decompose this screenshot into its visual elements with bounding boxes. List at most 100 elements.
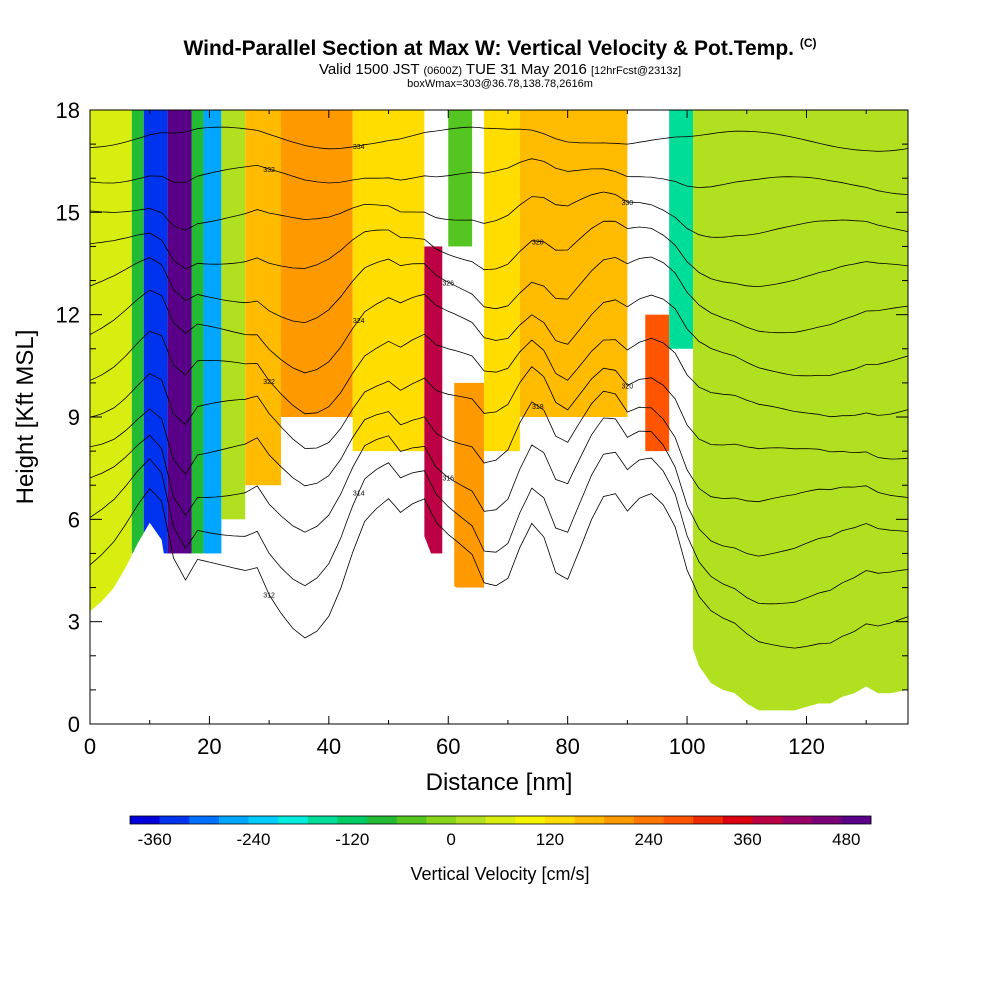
colorbar-swatch-13 (515, 816, 546, 824)
velocity-cell-8 (281, 110, 353, 417)
valid-time: Valid 1500 JST (318, 61, 420, 78)
theta-contour-10 (90, 158, 908, 195)
velocity-cell-10 (424, 246, 443, 554)
theta-label-2: 316 (442, 476, 454, 483)
theta-contour-4 (90, 366, 908, 460)
velocity-cell-7 (245, 110, 282, 486)
theta-contour-9 (90, 191, 908, 238)
forecast-info: [12hrFcst@2313z] (590, 65, 682, 77)
velocity-cell-5 (203, 110, 222, 554)
velocity-cell-16 (669, 110, 694, 349)
colorbar-tick-label-7: 480 (832, 830, 860, 849)
y-tick-label-12: 12 (56, 303, 80, 328)
colorbar-tick-label-5: 240 (635, 830, 663, 849)
valid-zulu: (0600Z) (423, 65, 462, 77)
x-tick-label-100: 100 (669, 734, 706, 759)
colorbar-swatch-22 (782, 816, 813, 824)
theta-label-9: 330 (622, 200, 634, 207)
theta-contour-6 (90, 289, 908, 377)
colorbar-swatch-11 (456, 816, 486, 824)
theta-contour-5 (90, 330, 908, 418)
theta-label-7: 326 (442, 280, 454, 287)
velocity-cell-2 (143, 110, 168, 554)
colorbar-swatch-3 (218, 816, 249, 824)
velocity-cell-13 (484, 110, 520, 452)
y-tick-label-6: 6 (68, 507, 80, 532)
theta-label-0: 312 (263, 593, 275, 600)
x-tick-label-80: 80 (555, 734, 579, 759)
theta-contours: 312 314 316 318 320 322 324 326 328 330 332 334 (90, 126, 908, 649)
colorbar-swatch-4 (248, 816, 279, 824)
chart-title: Wind-Parallel Section at Max W: Vertical… (0, 36, 1000, 61)
x-tick-label-60: 60 (436, 734, 460, 759)
colorbar-swatch-16 (604, 816, 635, 824)
theta-label-10: 332 (263, 167, 275, 174)
chart-title-text: Wind-Parallel Section at Max W: Vertical… (183, 37, 794, 60)
colorbar-swatch-23 (811, 816, 842, 824)
colorbar-swatch-5 (278, 816, 309, 824)
velocity-cell-6 (221, 110, 246, 520)
colorbar-tick-label-6: 360 (733, 830, 761, 849)
theta-contour-7 (90, 256, 908, 334)
colorbar-swatch-7 (337, 816, 368, 824)
colorbar-label: Vertical Velocity [cm/s] (410, 864, 589, 884)
theta-label-4: 320 (622, 383, 634, 390)
theta-label-3: 318 (532, 404, 544, 411)
theta-label-6: 324 (353, 318, 365, 325)
colorbar-tick-label-3: 0 (446, 830, 455, 849)
theta-contour-1 (90, 451, 908, 605)
velocity-cell-14 (519, 110, 628, 417)
y-tick-label-3: 3 (68, 610, 80, 635)
colorbar-frame (129, 815, 872, 825)
theta-contour-8 (90, 220, 908, 288)
velocity-cell-9 (352, 110, 425, 452)
colorbar-swatch-12 (485, 816, 516, 824)
colorbar-swatch-21 (752, 816, 783, 824)
chart-subtitle: Valid 1500 JST (0600Z) TUE 31 May 2016 [… (0, 61, 1000, 78)
x-tick-label-20: 20 (197, 734, 221, 759)
terrain-mask (90, 515, 908, 724)
velocity-cell-12 (454, 382, 485, 588)
colorbar-tick-label-2: -120 (335, 830, 369, 849)
theta-label-1: 314 (353, 490, 365, 497)
x-tick-label-40: 40 (317, 734, 341, 759)
colorbar-swatch-9 (396, 816, 427, 824)
colorbar-swatch-14 (544, 816, 575, 824)
terrain-shape (90, 515, 908, 724)
colorbar-swatch-1 (159, 816, 190, 824)
copyright-mark: (C) (799, 36, 817, 50)
velocity-cell-17 (693, 110, 908, 724)
theta-label-5: 322 (263, 379, 275, 386)
velocity-cell-15 (645, 314, 670, 452)
colorbar: -360 -240 -120 0 120 240 360 480 (129, 815, 872, 849)
colorbar-tick-label-0: -360 (138, 830, 172, 849)
theta-contour-11 (90, 126, 908, 152)
colorbar-swatch-18 (663, 816, 694, 824)
valid-date: TUE 31 May 2016 (465, 61, 587, 78)
colorbar-tick-label-4: 120 (536, 830, 564, 849)
theta-label-8: 328 (532, 239, 544, 246)
y-axis-label: Height [Kft MSL] (12, 330, 39, 505)
colorbar-swatch-24 (841, 816, 872, 824)
axes: 0 20 40 60 80 100 120 0 3 6 9 12 15 18 (56, 98, 908, 759)
colorbar-swatch-2 (189, 816, 220, 824)
velocity-cell-11 (448, 110, 473, 247)
y-tick-label-9: 9 (68, 405, 80, 430)
y-tick-label-15: 15 (56, 200, 80, 225)
boxwmax-info: boxWmax=303@36.78,138.78,2616m (407, 78, 593, 90)
theta-contour-3 (90, 390, 908, 503)
colorbar-swatch-0 (130, 816, 160, 824)
colorbar-swatch-20 (722, 816, 753, 824)
velocity-cell-3 (167, 110, 192, 554)
velocity-cell-4 (191, 110, 204, 554)
x-tick-label-120: 120 (788, 734, 825, 759)
y-tick-label-18: 18 (56, 98, 80, 123)
colorbar-swatch-15 (574, 816, 605, 824)
theta-label-11: 334 (353, 144, 365, 151)
theta-contour-2 (90, 417, 908, 557)
colorbar-swatch-6 (307, 816, 338, 824)
theta-contour-0 (90, 488, 908, 649)
x-axis-label: Distance [nm] (426, 769, 573, 796)
colorbar-swatch-19 (693, 816, 724, 824)
